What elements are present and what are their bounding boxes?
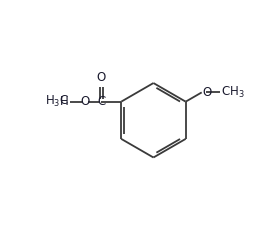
Text: C: C <box>97 95 105 108</box>
Text: O: O <box>202 86 211 99</box>
Text: O: O <box>96 71 106 84</box>
Text: $\mathregular{H_3C}$: $\mathregular{H_3C}$ <box>45 94 69 109</box>
Text: $\mathregular{CH_3}$: $\mathregular{CH_3}$ <box>220 85 244 100</box>
Text: O: O <box>80 95 89 108</box>
Text: H: H <box>60 95 69 108</box>
